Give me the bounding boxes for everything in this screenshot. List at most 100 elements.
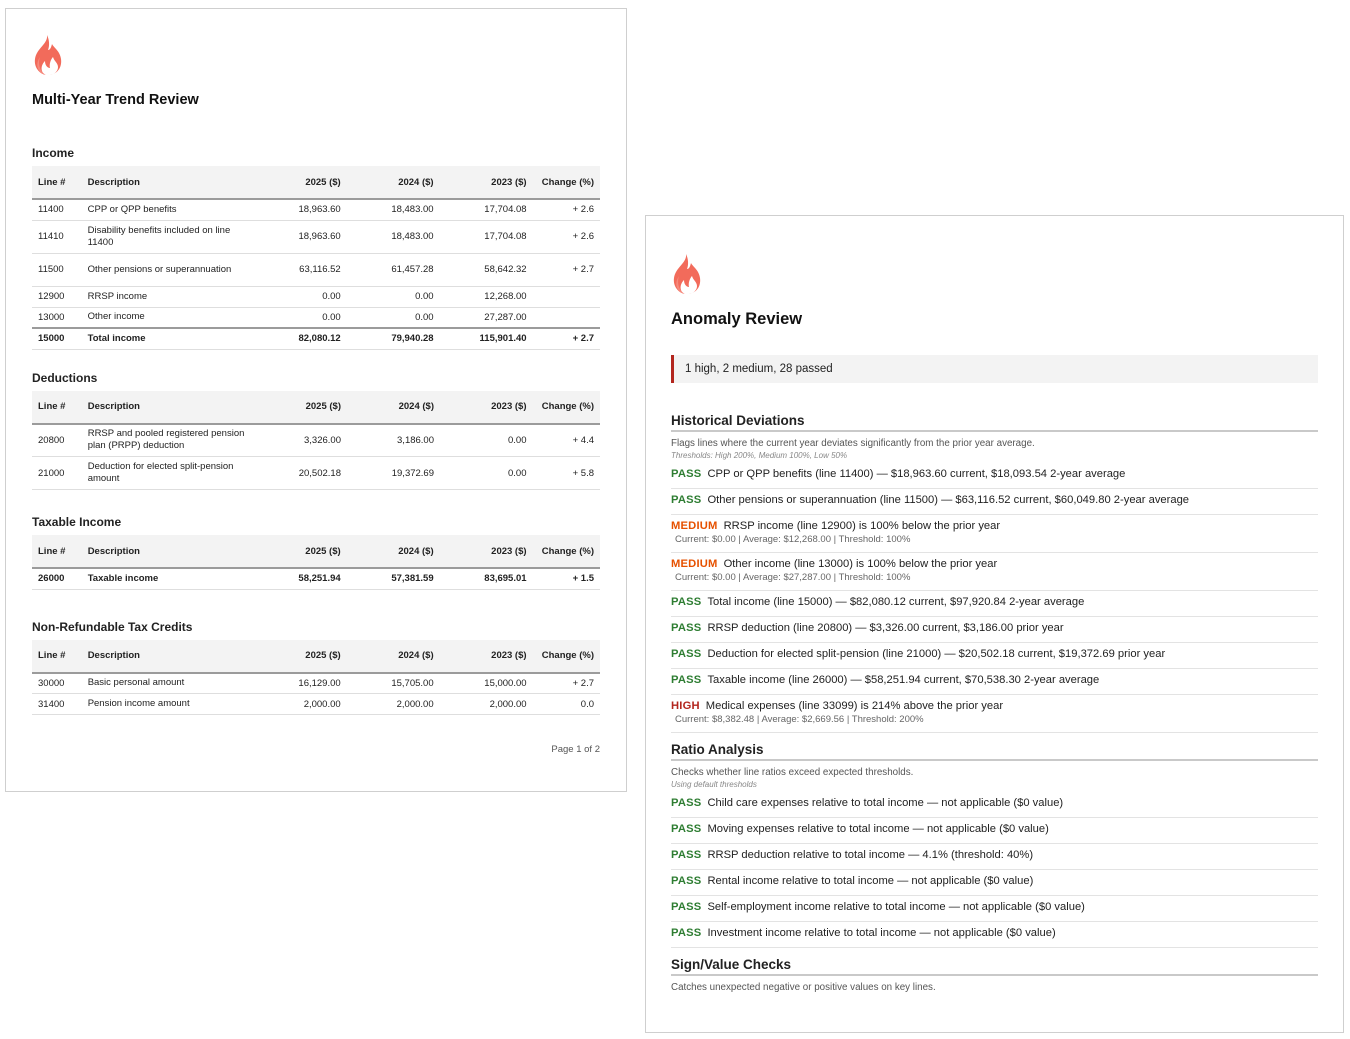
table-body: 26000 Taxable income 58,251.94 57,381.59 83,… bbox=[32, 567, 600, 590]
check-item: PASS RRSP deduction (line 20800) — $3,326… bbox=[671, 617, 1318, 643]
cell-change: 0.0 bbox=[532, 693, 600, 715]
trend-sections: Income Line # Description 2025 ($) 2024 ($) 2… bbox=[32, 146, 600, 715]
cell-2023: 17,704.08 bbox=[439, 220, 533, 254]
table-row: 12900 RRSP income 0.00 0.00 12,268.00 bbox=[32, 286, 600, 308]
check-line: PASS Rental income relative to total inco… bbox=[671, 874, 1318, 889]
cell-2023: 2,000.00 bbox=[439, 693, 533, 715]
total-row: 26000 Taxable income 58,251.94 57,381.59 83,… bbox=[32, 567, 600, 590]
description-text: Basic personal amount bbox=[87, 677, 185, 689]
check-line: PASS Taxable income (line 26000) — $58,25… bbox=[671, 673, 1318, 688]
cell-2024: 0.00 bbox=[346, 307, 440, 329]
check-item: HIGH Medical expenses (line 33099) is 214… bbox=[671, 695, 1318, 733]
check-item: PASS Total income (line 15000) — $82,080.… bbox=[671, 591, 1318, 617]
header-2023: 2023 ($) bbox=[439, 166, 533, 200]
check-line: PASS RRSP deduction relative to total inc… bbox=[671, 848, 1318, 863]
header-row: Line # Description 2025 ($) 2024 ($) 2023 ($… bbox=[32, 390, 600, 425]
table-body: 30000 Basic personal amount 16,129.00 15,70… bbox=[32, 672, 600, 715]
table-body: 11400 CPP or QPP benefits 18,963.60 18,483.… bbox=[32, 199, 600, 350]
check-line: PASS CPP or QPP benefits (line 11400) — $… bbox=[671, 467, 1318, 482]
check-item: PASS CPP or QPP benefits (line 11400) — $… bbox=[671, 463, 1318, 489]
section-title: Deductions bbox=[32, 370, 98, 385]
cell-2025: 58,251.94 bbox=[253, 567, 347, 590]
header-change: Change (%) bbox=[532, 639, 600, 674]
page-title: Multi-Year Trend Review bbox=[32, 92, 199, 108]
table-row: 11400 CPP or QPP benefits 18,963.60 18,483.… bbox=[32, 199, 600, 221]
check-text: Other income (line 13000) is 100% below … bbox=[723, 558, 998, 570]
table-row: 20800 RRSP and pooled registered pension … bbox=[32, 423, 600, 457]
check-detail: Current: $8,382.48 | Average: $2,669.56 … bbox=[675, 714, 924, 725]
check-text: CPP or QPP benefits (line 11400) — $18,9… bbox=[707, 468, 1126, 480]
cell-change bbox=[532, 307, 600, 329]
cell-description: Other pensions or superannuation bbox=[81, 253, 254, 287]
cell-change: + 2.7 bbox=[532, 253, 600, 287]
cell-2023: 83,695.01 bbox=[439, 567, 533, 590]
check-text: RRSP deduction relative to total income … bbox=[707, 849, 1034, 861]
status-badge: PASS bbox=[671, 901, 702, 913]
cell-line: 12900 bbox=[32, 286, 82, 308]
section-title: Income bbox=[32, 146, 75, 160]
description-text: Deduction for elected split-pension amou… bbox=[87, 461, 234, 484]
header-line: Line # bbox=[32, 166, 82, 200]
section-description: Catches unexpected negative or positive … bbox=[671, 982, 936, 993]
status-badge: PASS bbox=[671, 648, 702, 660]
cell-line: 11400 bbox=[32, 199, 82, 221]
cell-2025: 82,080.12 bbox=[253, 327, 347, 350]
cell-line: 31400 bbox=[32, 693, 82, 715]
cell-2023: 15,000.00 bbox=[439, 672, 533, 694]
header-description: Description bbox=[81, 639, 254, 674]
description-text: Total income bbox=[87, 332, 146, 344]
status-badge: PASS bbox=[671, 494, 702, 506]
check-item: PASS Deduction for elected split-pension … bbox=[671, 643, 1318, 669]
header-2025: 2025 ($) bbox=[253, 639, 347, 674]
cell-2025: 16,129.00 bbox=[253, 672, 347, 694]
check-line: PASS Total income (line 15000) — $82,080.… bbox=[671, 595, 1318, 610]
table-header: Line # Description 2025 ($) 2024 ($) 2023 ($… bbox=[32, 535, 600, 569]
header-2023: 2023 ($) bbox=[439, 535, 533, 569]
header-2025: 2025 ($) bbox=[253, 166, 347, 200]
description-text: RRSP income bbox=[87, 290, 148, 302]
trend-table: Line # Description 2025 ($) 2024 ($) 2023 ($… bbox=[32, 535, 600, 590]
cell-description: Total income bbox=[81, 327, 254, 350]
header-2023: 2023 ($) bbox=[439, 639, 533, 674]
cell-description: Basic personal amount bbox=[81, 672, 254, 694]
cell-change: + 5.8 bbox=[532, 456, 600, 490]
check-item: PASS Taxable income (line 26000) — $58,25… bbox=[671, 669, 1318, 695]
check-line: PASS Self-employment income relative to t… bbox=[671, 900, 1318, 915]
check-item: MEDIUM RRSP income (line 12900) is 100% b… bbox=[671, 515, 1318, 553]
cell-2023: 115,901.40 bbox=[439, 327, 533, 350]
description-text: Other pensions or superannuation bbox=[87, 263, 232, 275]
description-text: Pension income amount bbox=[87, 698, 190, 709]
section-description: Flags lines where the current year devia… bbox=[671, 438, 1035, 449]
status-badge: PASS bbox=[671, 596, 702, 608]
status-badge: MEDIUM bbox=[671, 558, 718, 570]
cell-2025: 3,326.00 bbox=[253, 423, 347, 457]
check-list: PASS Child care expenses relative to tota… bbox=[671, 792, 1318, 948]
cell-2025: 0.00 bbox=[253, 286, 347, 308]
cell-change: + 2.6 bbox=[532, 199, 600, 221]
table-row: 11500 Other pensions or superannuation 63,… bbox=[32, 253, 600, 287]
check-text: Deduction for elected split-pension (lin… bbox=[707, 648, 1166, 660]
cell-line: 11410 bbox=[32, 220, 82, 254]
page-footer: Page 1 of 2 bbox=[551, 744, 600, 755]
cell-description: Deduction for elected split-pension amou… bbox=[81, 456, 254, 490]
check-line: PASS Moving expenses relative to total in… bbox=[671, 822, 1318, 837]
header-2024: 2024 ($) bbox=[346, 535, 440, 569]
check-item: MEDIUM Other income (line 13000) is 100% … bbox=[671, 553, 1318, 591]
section-subnote: Thresholds: High 200%, Medium 100%, Low … bbox=[671, 451, 848, 460]
cell-line: 20800 bbox=[32, 423, 82, 457]
trend-table: Line # Description 2025 ($) 2024 ($) 2023 ($… bbox=[32, 390, 600, 490]
anomaly-review-page: Anomaly Review 1 high, 2 medium, 28 pass… bbox=[645, 215, 1344, 1033]
check-line: PASS Investment income relative to total … bbox=[671, 926, 1318, 941]
check-item: PASS Other pensions or superannuation (li… bbox=[671, 489, 1318, 515]
cell-description: RRSP and pooled registered pension plan … bbox=[81, 423, 254, 457]
page-title: Anomaly Review bbox=[671, 310, 803, 328]
status-badge: PASS bbox=[671, 875, 702, 887]
check-text: Total income (line 15000) — $82,080.12 c… bbox=[707, 596, 1085, 608]
section-title: Non-Refundable Tax Credits bbox=[32, 619, 193, 634]
anomaly-section: Ratio Analysis Checks whether line ratios… bbox=[671, 742, 1318, 948]
cell-2024: 3,186.00 bbox=[346, 423, 440, 457]
description-text: RRSP and pooled registered pension plan … bbox=[87, 428, 245, 452]
cell-change: + 2.7 bbox=[532, 672, 600, 694]
cell-description: Taxable income bbox=[81, 567, 254, 590]
cell-change: + 2.7 bbox=[532, 327, 600, 350]
